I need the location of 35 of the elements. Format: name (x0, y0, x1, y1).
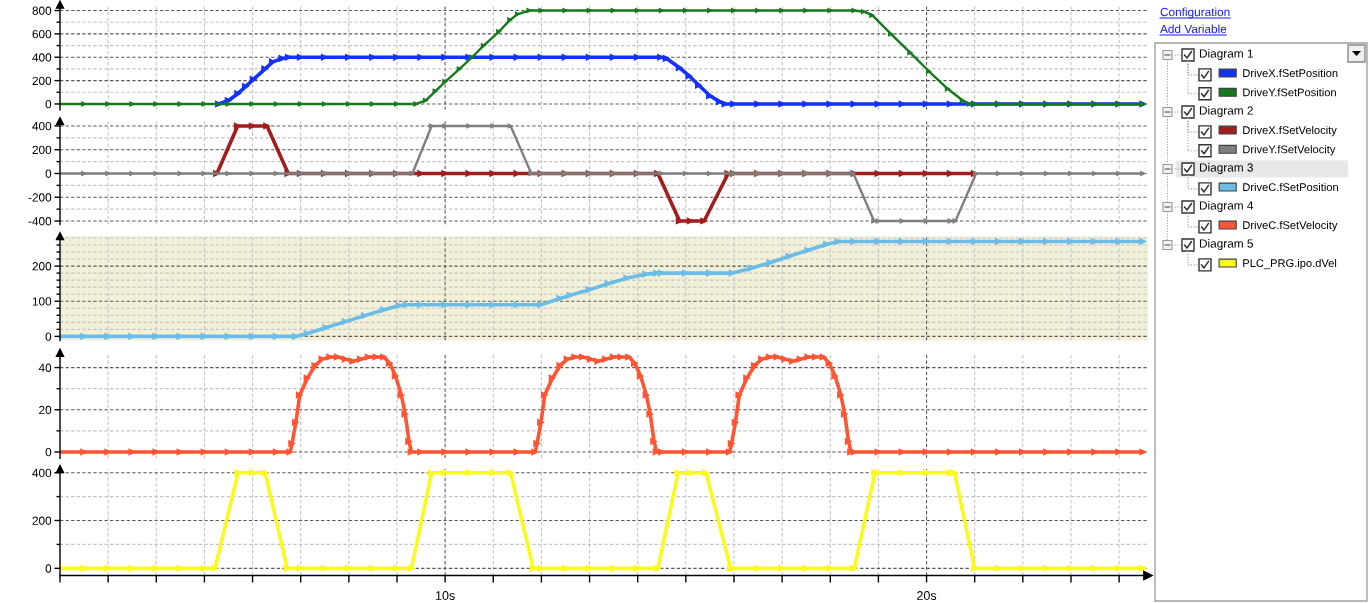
y-tick-label: 100 (32, 297, 52, 306)
y-tick-label: 0 (45, 100, 52, 109)
y-tick-label: 400 (32, 53, 52, 62)
x-tick-label: 20s (917, 591, 937, 600)
legend-label: DriveX.fSetVelocity (1243, 125, 1337, 137)
legend-title: Diagram 1 (1199, 49, 1253, 60)
legend-label: DriveC.fSetPosition (1243, 182, 1338, 192)
legend-title: Diagram 3 (1199, 163, 1253, 174)
y-tick-label: 200 (32, 76, 52, 85)
text: Configuration (1160, 7, 1230, 19)
y-tick-label: -200 (28, 193, 52, 202)
legend-label: PLC_PRG.ipo.dVel (1243, 258, 1337, 270)
legend-title: Diagram 5 (1199, 239, 1253, 250)
y-tick-label: 200 (32, 262, 52, 271)
y-tick-label: 20 (39, 405, 52, 415)
y-tick-label: 200 (32, 145, 52, 155)
text: Add Variable (1160, 24, 1227, 34)
y-tick-label: 0 (45, 332, 52, 341)
legend-label: DriveX.fSetPosition (1243, 68, 1338, 78)
y-tick-label: 0 (45, 448, 52, 457)
y-tick-label: -400 (28, 217, 52, 226)
legend-label: DriveC.fSetVelocity (1243, 220, 1338, 232)
y-tick-label: 400 (32, 468, 52, 478)
y-tick-label: 40 (38, 363, 52, 372)
y-tick-label: 800 (32, 6, 52, 15)
x-tick-label: 10s (436, 591, 455, 600)
y-tick-label: 200 (32, 516, 52, 525)
legend-title: Diagram 4 (1199, 201, 1254, 212)
y-tick-label: 0 (45, 169, 52, 178)
legend-title: Diagram 2 (1199, 106, 1253, 117)
y-tick-label: 400 (32, 121, 52, 131)
legend-label: DriveY.fSetPosition (1243, 88, 1336, 97)
y-tick-label: 600 (32, 29, 52, 39)
y-tick-label: 0 (45, 564, 52, 573)
legend-label: DriveY.fSetVelocity (1243, 145, 1336, 156)
